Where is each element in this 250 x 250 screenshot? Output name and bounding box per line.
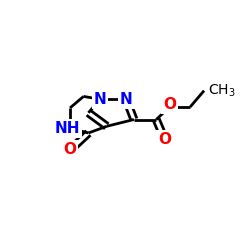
- Text: O: O: [64, 142, 76, 157]
- Text: N: N: [120, 92, 132, 107]
- Text: NH: NH: [54, 121, 80, 136]
- Text: O: O: [158, 132, 172, 147]
- Text: N: N: [94, 92, 106, 107]
- Text: O: O: [163, 97, 176, 112]
- Text: CH$_3$: CH$_3$: [208, 82, 235, 99]
